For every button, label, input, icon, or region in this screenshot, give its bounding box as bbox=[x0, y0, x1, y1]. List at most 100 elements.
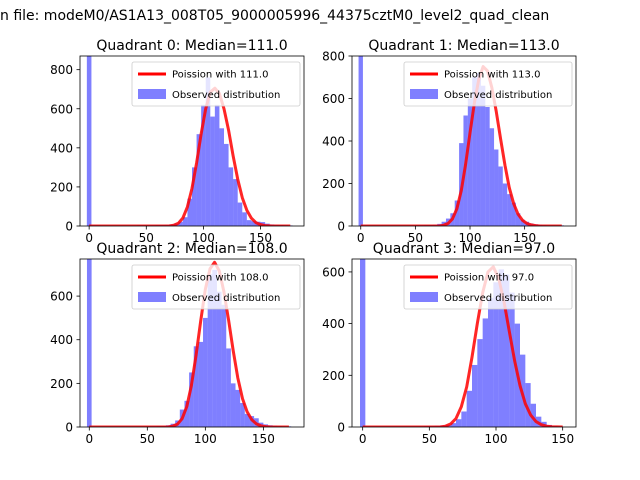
histogram-bar bbox=[466, 390, 472, 427]
histogram-bar bbox=[456, 419, 462, 427]
histogram-bar bbox=[212, 269, 217, 427]
legend-box bbox=[403, 61, 573, 107]
legend-bar-swatch bbox=[410, 292, 438, 302]
x-tick-label: 150 bbox=[252, 432, 275, 446]
histogram-bar bbox=[246, 220, 252, 226]
y-tick-label: 600 bbox=[322, 92, 345, 106]
histogram-bar bbox=[472, 364, 478, 427]
x-tick-label: 100 bbox=[194, 432, 217, 446]
legend-box bbox=[403, 264, 573, 310]
legend-box bbox=[131, 61, 301, 107]
histogram-bar bbox=[201, 104, 206, 226]
y-tick-label: 200 bbox=[50, 377, 73, 391]
histogram-bar bbox=[477, 339, 483, 427]
y-tick-label: 400 bbox=[322, 317, 345, 331]
legend: Poission with 113.0 Observed distribution bbox=[403, 61, 573, 107]
y-tick-label: 200 bbox=[50, 180, 73, 194]
figure-title: n file: modeM0/AS1A13_008T05_9000005996_… bbox=[0, 8, 549, 24]
panel-title: Quadrant 2: Median=108.0 bbox=[96, 241, 287, 257]
axes-frame bbox=[79, 55, 305, 227]
histogram-bar bbox=[467, 98, 473, 226]
y-tick-label: 600 bbox=[50, 102, 73, 116]
legend-label-poisson: Poission with 97.0 bbox=[444, 273, 534, 284]
histogram-bar bbox=[482, 318, 488, 427]
panel-title: Quadrant 0: Median=111.0 bbox=[96, 38, 287, 54]
y-tick-label: 800 bbox=[322, 50, 345, 64]
histogram-bar bbox=[476, 73, 481, 226]
histogram-bar bbox=[216, 291, 222, 427]
axes-frame bbox=[351, 258, 577, 428]
histogram-bar bbox=[233, 179, 238, 226]
x-tick-label: 0 bbox=[85, 231, 93, 245]
legend: Poission with 108.0 Observed distribution bbox=[131, 264, 301, 310]
panel-2: 0 50 100 150 0 200 400 600 Quadrant 2: Median=10… bbox=[50, 241, 305, 446]
plot-area bbox=[358, 56, 564, 226]
histogram-bar bbox=[240, 403, 245, 427]
histogram-bar bbox=[184, 400, 190, 427]
histogram-bar bbox=[360, 259, 366, 427]
histogram-bar bbox=[214, 104, 220, 226]
x-tick-label: 50 bbox=[139, 231, 154, 245]
legend-label-poisson: Poission with 113.0 bbox=[444, 70, 540, 81]
histogram-bar bbox=[196, 134, 202, 226]
histogram-bar bbox=[244, 413, 250, 427]
y-tick-label: 200 bbox=[322, 369, 345, 383]
histogram-bar bbox=[237, 202, 243, 226]
panel-0: 0 50 100 150 0 200 400 600 800 Quadrant 0: Median… bbox=[50, 38, 305, 245]
legend-label-observed: Observed distribution bbox=[444, 293, 552, 304]
legend-label-observed: Observed distribution bbox=[172, 293, 280, 304]
histogram-bar bbox=[219, 128, 224, 226]
histogram-bar bbox=[189, 372, 194, 427]
panel-title: Quadrant 1: Median=113.0 bbox=[368, 38, 559, 54]
histogram-bar bbox=[494, 149, 499, 226]
histogram-bar bbox=[251, 221, 256, 226]
legend-box bbox=[131, 264, 301, 310]
histogram-bar bbox=[488, 297, 494, 427]
histogram-bar bbox=[509, 292, 515, 427]
x-tick-label: 150 bbox=[551, 432, 574, 446]
histogram-bar bbox=[489, 128, 495, 226]
x-tick-label: 150 bbox=[513, 231, 536, 245]
x-tick-label: 100 bbox=[459, 231, 482, 245]
plot-area bbox=[86, 56, 293, 226]
histogram-bar bbox=[187, 198, 192, 226]
histogram-bar bbox=[193, 346, 199, 427]
histogram-bar bbox=[493, 282, 499, 427]
histogram-bar bbox=[86, 259, 92, 427]
y-tick-label: 200 bbox=[322, 177, 345, 191]
x-tick-label: 0 bbox=[357, 231, 365, 245]
y-tick-label: 0 bbox=[337, 421, 345, 435]
histogram-bar bbox=[86, 56, 92, 226]
histogram-bar bbox=[358, 56, 363, 226]
histogram-bar bbox=[454, 200, 460, 226]
x-tick-label: 50 bbox=[422, 432, 437, 446]
y-tick-label: 400 bbox=[50, 141, 73, 155]
histogram-bar bbox=[530, 403, 536, 427]
legend-bar-swatch bbox=[138, 89, 166, 99]
y-tick-label: 0 bbox=[337, 220, 345, 234]
panel-1: 0 50 100 150 0 200 400 600 800 Quadrant 1: Median… bbox=[322, 38, 577, 245]
legend-bar-swatch bbox=[138, 292, 166, 302]
y-tick-label: 600 bbox=[322, 265, 345, 279]
histogram-bar bbox=[515, 213, 521, 226]
x-tick-label: 150 bbox=[249, 231, 272, 245]
legend-bar-swatch bbox=[410, 89, 438, 99]
y-tick-label: 400 bbox=[322, 135, 345, 149]
histogram-bar bbox=[224, 143, 229, 226]
histogram-bar bbox=[525, 383, 531, 427]
histogram-bar bbox=[235, 389, 241, 427]
histogram-bar bbox=[472, 77, 477, 226]
histogram-bar bbox=[205, 77, 211, 226]
panel-3: 0 50 100 150 0 200 400 600 Quadrant 3: Median=97… bbox=[322, 241, 577, 446]
histogram-bar bbox=[480, 85, 486, 226]
histogram-bar bbox=[242, 212, 247, 226]
panel-title: Quadrant 3: Median=97.0 bbox=[373, 241, 555, 257]
y-tick-label: 0 bbox=[65, 421, 73, 435]
histogram-bar bbox=[520, 219, 525, 226]
x-tick-label: 100 bbox=[485, 432, 508, 446]
histogram-bar bbox=[207, 274, 213, 427]
y-tick-label: 400 bbox=[50, 333, 73, 347]
x-tick-label: 0 bbox=[85, 432, 93, 446]
legend-label-poisson: Poission with 111.0 bbox=[172, 70, 268, 81]
